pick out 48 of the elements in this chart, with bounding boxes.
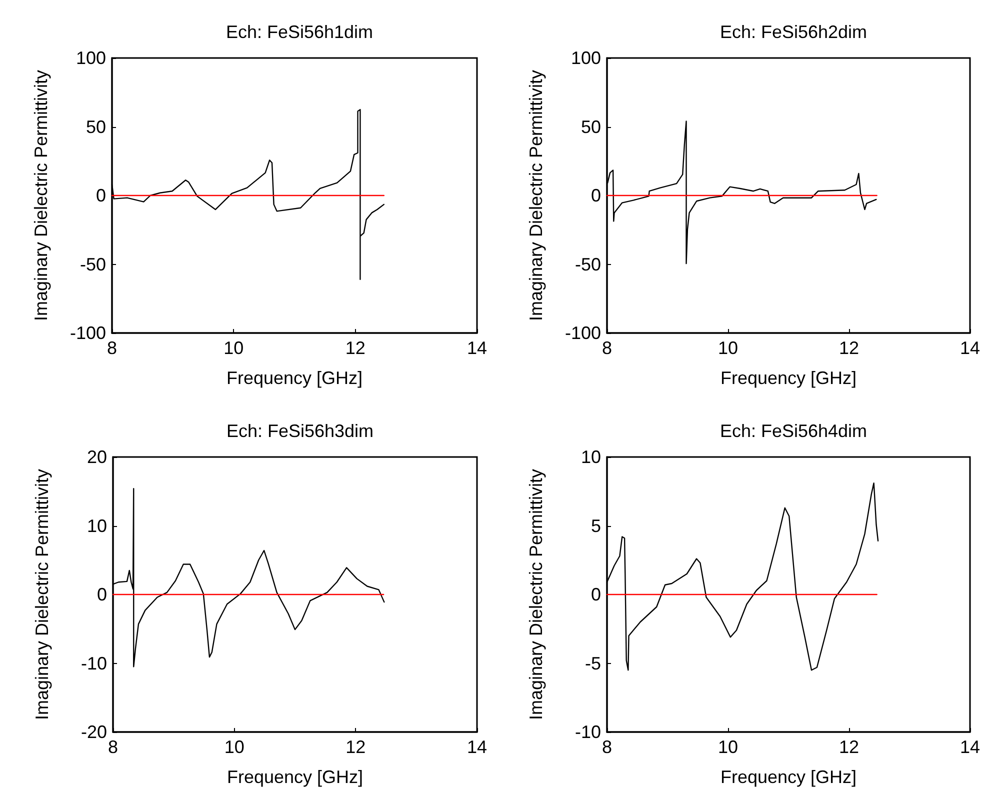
x-tick-label: 14 bbox=[960, 737, 980, 757]
x-tick-label: 12 bbox=[838, 338, 860, 358]
y-tick-label: -100 bbox=[564, 323, 601, 343]
y-axis-title: Imaginary Dielectric Permittivity bbox=[32, 468, 52, 720]
x-tick-label: 10 bbox=[224, 338, 244, 358]
y-tick-label: 10 bbox=[580, 447, 601, 467]
x-tick-label: 10 bbox=[718, 338, 738, 358]
y-tick-label: 20 bbox=[86, 447, 107, 467]
y-axis-title: Imaginary Dielectric Permittivity bbox=[31, 70, 51, 322]
y-tick-label: 50 bbox=[580, 116, 601, 137]
y-tick-label: -10 bbox=[80, 653, 107, 674]
y-tick-label: 10 bbox=[86, 516, 107, 536]
x-axis-title: Frequency [GHz] bbox=[720, 767, 857, 787]
y-tick-label: -100 bbox=[70, 323, 106, 343]
y-tick-label: 0 bbox=[96, 584, 107, 604]
x-tick-label: 14 bbox=[466, 338, 488, 358]
x-tick-label: 8 bbox=[602, 338, 612, 358]
y-tick-label: -5 bbox=[584, 653, 601, 674]
y-tick-label: 0 bbox=[96, 186, 106, 206]
x-tick-label: 8 bbox=[106, 338, 118, 358]
x-tick-label: 12 bbox=[838, 737, 860, 757]
y-axis-title: Imaginary Dielectric Permittivity bbox=[526, 70, 546, 322]
x-tick-label: 10 bbox=[718, 737, 738, 757]
y-tick-label: -50 bbox=[574, 254, 601, 274]
x-tick-label: 12 bbox=[346, 737, 366, 757]
y-tick-label: 0 bbox=[590, 186, 601, 206]
x-axis-title: Frequency [GHz] bbox=[226, 767, 364, 787]
x-tick-label: 12 bbox=[345, 338, 366, 358]
x-tick-label: 14 bbox=[960, 338, 980, 358]
y-tick-label: 0 bbox=[590, 584, 601, 604]
y-tick-label: 50 bbox=[86, 116, 106, 137]
x-tick-label: 14 bbox=[466, 737, 488, 757]
y-tick-label: -10 bbox=[574, 722, 601, 742]
chart-title: Ech: FeSi56h3dim bbox=[226, 421, 374, 441]
y-tick-label: -20 bbox=[80, 722, 107, 742]
y-tick-label: 100 bbox=[76, 48, 106, 68]
y-tick-label: 100 bbox=[570, 48, 601, 68]
y-tick-label: -50 bbox=[80, 254, 106, 274]
chart-title: Ech: FeSi56h1dim bbox=[226, 22, 374, 42]
x-tick-label: 8 bbox=[108, 737, 118, 757]
y-axis-title: Imaginary Dielectric Permittivity bbox=[526, 468, 546, 720]
chart-title: Ech: FeSi56h4dim bbox=[720, 421, 868, 441]
y-tick-label: 5 bbox=[590, 516, 601, 536]
x-tick-label: 10 bbox=[224, 737, 244, 757]
x-tick-label: 8 bbox=[602, 737, 612, 757]
x-axis-title: Frequency [GHz] bbox=[226, 368, 363, 388]
x-axis-title: Frequency [GHz] bbox=[720, 368, 857, 388]
chart-title: Ech: FeSi56h2dim bbox=[720, 22, 868, 42]
